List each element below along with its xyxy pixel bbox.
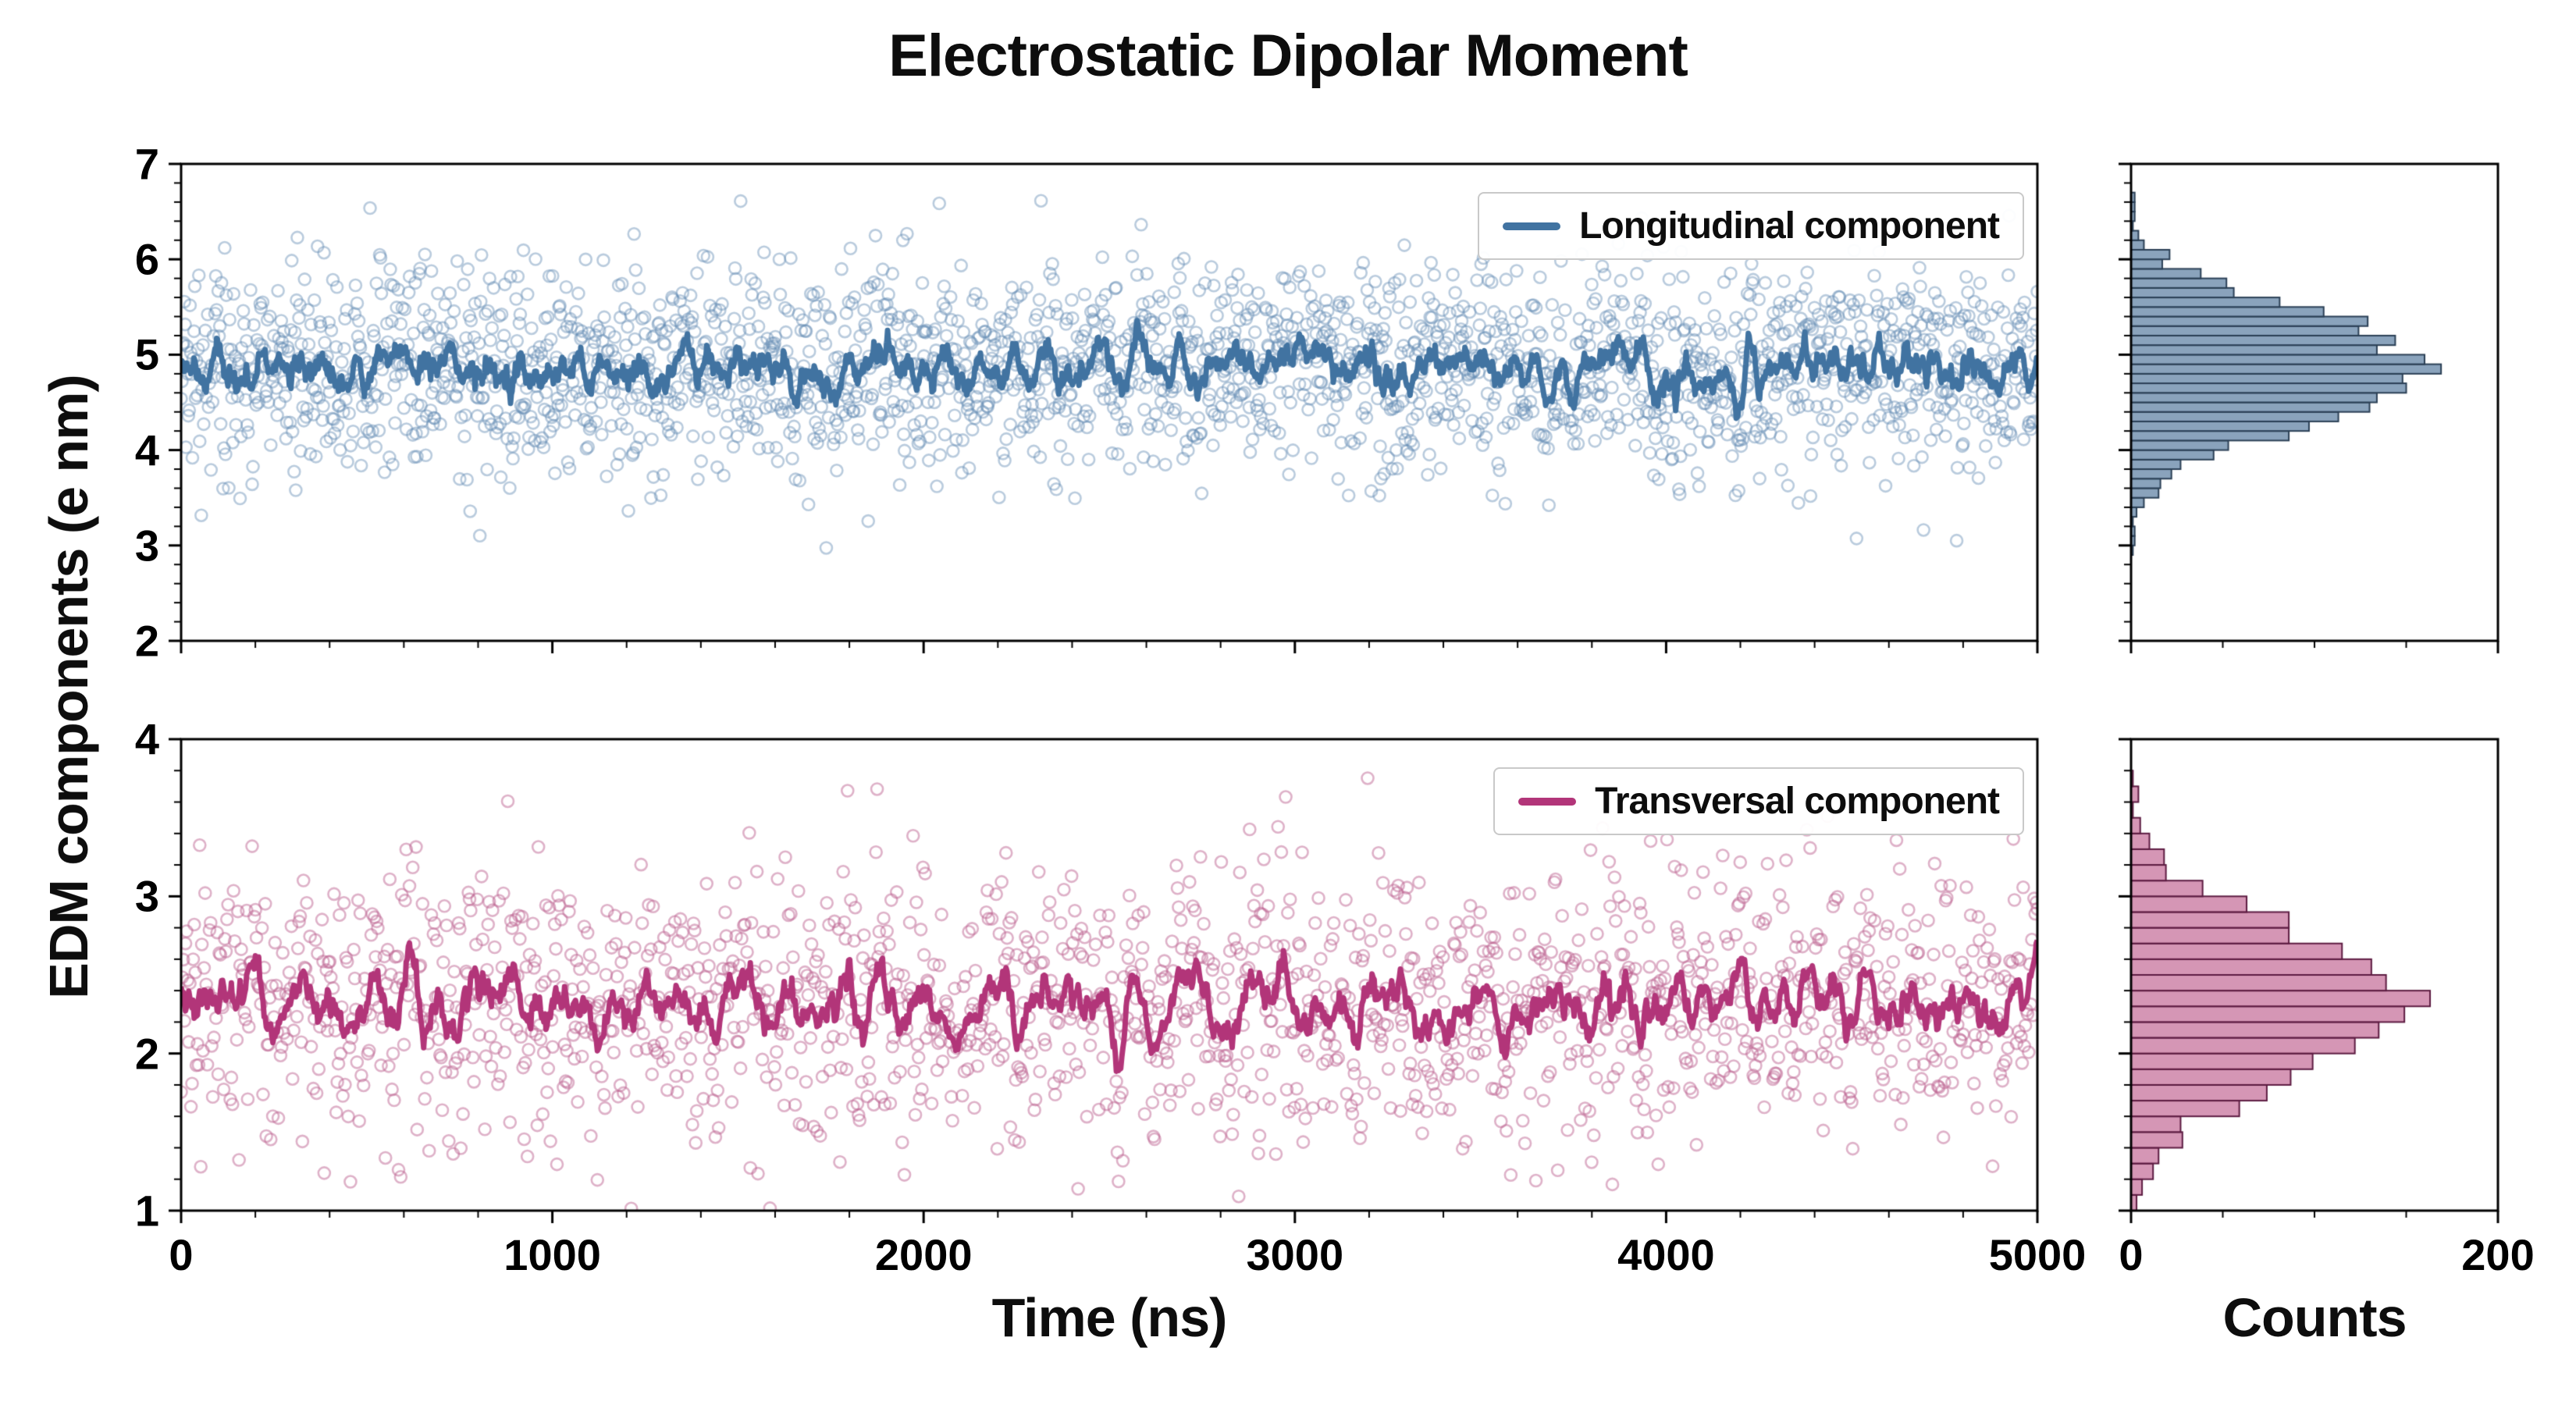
tick-label: 4 bbox=[134, 425, 159, 475]
tick-label: 3000 bbox=[1246, 1230, 1344, 1279]
x-axis-label: Time (ns) bbox=[991, 1287, 1228, 1348]
chart-title: Electrostatic Dipolar Moment bbox=[888, 23, 1688, 89]
tick-label: 2000 bbox=[874, 1230, 973, 1279]
tick-label: 0 bbox=[169, 1230, 194, 1279]
legend-line-swatch-magenta bbox=[1518, 797, 1577, 806]
legend-line-swatch-blue bbox=[1503, 222, 1561, 230]
legend-label: Transversal component bbox=[1595, 781, 2000, 822]
tick-label: 0 bbox=[2119, 1230, 2144, 1279]
tick-label: 3 bbox=[134, 521, 159, 571]
tick-label: 5 bbox=[134, 329, 159, 379]
tick-label: 6 bbox=[134, 234, 159, 284]
tick-label: 2 bbox=[134, 616, 159, 666]
legend-transversal: Transversal component bbox=[1493, 767, 2024, 835]
y-axis-label: EDM components (e nm) bbox=[38, 375, 99, 999]
tick-label: 5000 bbox=[1988, 1230, 2087, 1279]
tick-label: 4 bbox=[134, 714, 159, 764]
counts-axis-label: Counts bbox=[2222, 1287, 2407, 1348]
tick-label: 200 bbox=[2461, 1230, 2535, 1279]
tick-label: 2 bbox=[134, 1029, 159, 1079]
tick-label: 3 bbox=[134, 871, 159, 921]
tick-label: 4000 bbox=[1617, 1230, 1715, 1279]
legend-label: Longitudinal component bbox=[1579, 205, 2000, 247]
legend-longitudinal: Longitudinal component bbox=[1478, 192, 2024, 260]
tick-label: 1000 bbox=[503, 1230, 601, 1279]
tick-label: 7 bbox=[134, 139, 159, 189]
tick-label: 1 bbox=[134, 1186, 159, 1236]
